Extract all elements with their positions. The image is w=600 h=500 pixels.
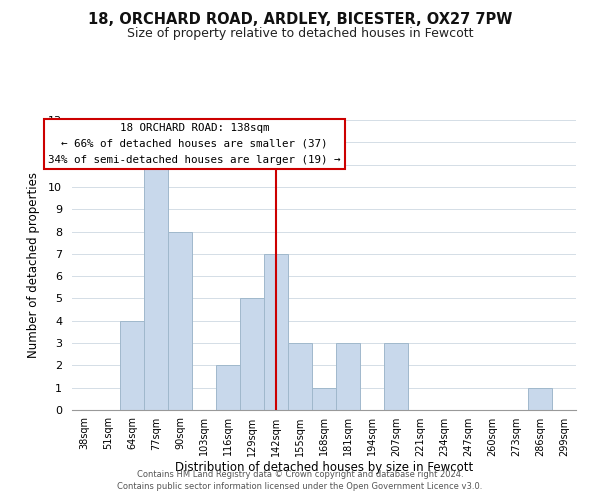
Bar xyxy=(120,321,144,410)
Bar xyxy=(144,164,168,410)
Y-axis label: Number of detached properties: Number of detached properties xyxy=(27,172,40,358)
Text: Contains HM Land Registry data © Crown copyright and database right 2024.: Contains HM Land Registry data © Crown c… xyxy=(137,470,463,479)
Bar xyxy=(384,343,408,410)
Bar xyxy=(216,366,240,410)
Bar xyxy=(336,343,360,410)
Text: Contains public sector information licensed under the Open Government Licence v3: Contains public sector information licen… xyxy=(118,482,482,491)
Bar xyxy=(264,254,288,410)
Bar xyxy=(288,343,312,410)
Text: 18 ORCHARD ROAD: 138sqm
← 66% of detached houses are smaller (37)
34% of semi-de: 18 ORCHARD ROAD: 138sqm ← 66% of detache… xyxy=(48,124,341,164)
X-axis label: Distribution of detached houses by size in Fewcott: Distribution of detached houses by size … xyxy=(175,461,473,474)
Bar xyxy=(240,298,264,410)
Bar xyxy=(168,232,192,410)
Text: Size of property relative to detached houses in Fewcott: Size of property relative to detached ho… xyxy=(127,28,473,40)
Bar xyxy=(528,388,552,410)
Text: 18, ORCHARD ROAD, ARDLEY, BICESTER, OX27 7PW: 18, ORCHARD ROAD, ARDLEY, BICESTER, OX27… xyxy=(88,12,512,28)
Bar xyxy=(312,388,336,410)
